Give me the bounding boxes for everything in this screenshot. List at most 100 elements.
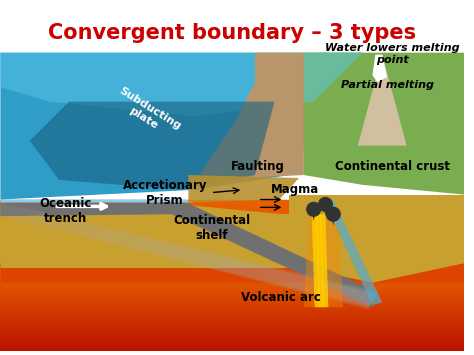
Bar (0, 322, 465, 324)
Bar (0, 227, 465, 230)
Bar (0, 341, 465, 343)
Text: Partial melting: Partial melting (341, 80, 434, 91)
Bar (0, 288, 465, 290)
Bar (0, 273, 465, 275)
Polygon shape (0, 208, 374, 302)
Bar (0, 286, 465, 288)
Bar (0, 247, 465, 250)
Bar (0, 210, 465, 212)
Bar (0, 307, 465, 308)
Bar (0, 260, 465, 263)
Polygon shape (196, 53, 304, 180)
Bar (0, 326, 465, 328)
Bar (0, 334, 465, 336)
Circle shape (327, 207, 340, 221)
Polygon shape (0, 211, 371, 306)
Bar (0, 293, 465, 295)
Bar (0, 341, 465, 344)
Bar (0, 215, 465, 217)
Bar (0, 329, 465, 331)
Polygon shape (0, 206, 375, 300)
Polygon shape (319, 214, 328, 307)
Polygon shape (0, 263, 465, 351)
Bar (0, 212, 465, 215)
Bar (0, 291, 465, 293)
Bar (0, 313, 465, 316)
Bar (0, 324, 465, 326)
Bar (0, 235, 465, 237)
Bar (0, 200, 465, 202)
Bar (0, 336, 465, 339)
Bar (0, 230, 465, 233)
Bar (0, 291, 465, 293)
Polygon shape (0, 202, 377, 307)
Bar (0, 336, 465, 338)
Text: Convergent boundary – 3 types: Convergent boundary – 3 types (48, 23, 417, 43)
Bar (0, 240, 465, 242)
Bar (0, 305, 465, 307)
Polygon shape (0, 53, 363, 116)
Bar (0, 331, 465, 334)
Text: Continental
shelf: Continental shelf (173, 214, 250, 242)
Bar (0, 331, 465, 332)
Bar (0, 285, 465, 288)
Polygon shape (312, 214, 320, 307)
Polygon shape (373, 55, 387, 82)
Bar (0, 311, 465, 313)
Bar (0, 306, 465, 308)
Bar (0, 321, 465, 322)
Bar (294, 263, 465, 302)
Polygon shape (316, 214, 324, 307)
Bar (0, 271, 465, 273)
Polygon shape (331, 214, 335, 226)
Text: Magma: Magma (271, 183, 319, 196)
Bar (0, 284, 465, 286)
Bar (0, 290, 465, 291)
Bar (0, 300, 465, 302)
Bar (0, 348, 465, 350)
Bar (0, 310, 465, 312)
Text: Subducting
plate: Subducting plate (111, 85, 182, 141)
Bar (0, 207, 465, 210)
Bar (0, 242, 465, 245)
Polygon shape (304, 214, 343, 307)
Bar (0, 323, 465, 326)
Text: Accretionary
Prism: Accretionary Prism (123, 179, 208, 207)
Polygon shape (0, 202, 377, 296)
Bar (0, 339, 465, 341)
Bar (0, 344, 465, 346)
Bar (0, 275, 465, 278)
Bar (0, 263, 465, 265)
Bar (0, 338, 465, 339)
Polygon shape (0, 213, 370, 307)
Bar (0, 334, 465, 336)
Polygon shape (323, 200, 382, 305)
Bar (0, 225, 465, 227)
Bar (0, 296, 465, 298)
Bar (0, 308, 465, 311)
Bar (0, 332, 465, 334)
Bar (0, 295, 465, 296)
Bar (0, 283, 465, 284)
Bar (0, 343, 465, 344)
Bar (0, 237, 465, 240)
Bar (0, 312, 465, 313)
Text: Faulting: Faulting (231, 160, 285, 173)
Polygon shape (289, 195, 465, 312)
Bar (0, 204, 465, 207)
Bar (0, 220, 465, 222)
Polygon shape (358, 55, 407, 146)
Bar (0, 339, 465, 341)
Bar (0, 298, 465, 300)
Polygon shape (0, 209, 373, 304)
Bar (0, 280, 465, 283)
Bar (0, 283, 465, 285)
Bar (0, 268, 465, 271)
Bar (0, 303, 465, 305)
Bar (0, 293, 465, 296)
Bar (0, 326, 465, 327)
Polygon shape (188, 175, 299, 202)
Bar (0, 319, 465, 321)
Polygon shape (0, 204, 376, 298)
Bar (0, 317, 465, 319)
